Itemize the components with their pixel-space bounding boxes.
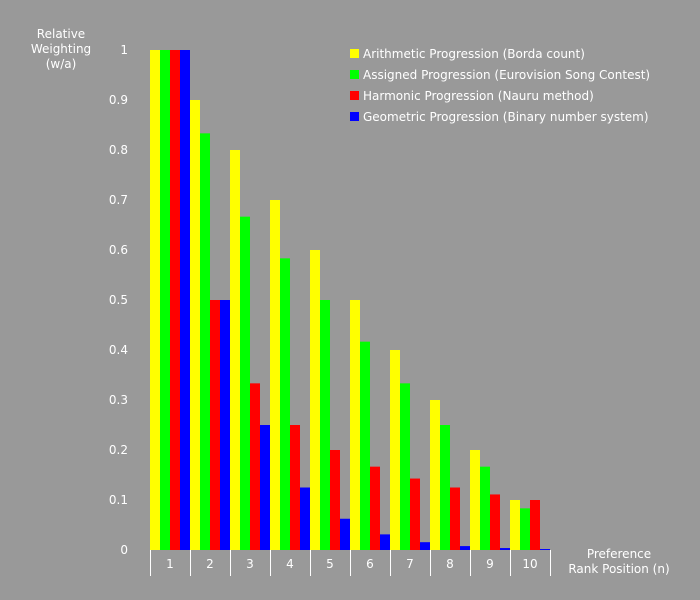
legend: Arithmetic Progression (Borda count) Assi… bbox=[350, 47, 650, 124]
bar-1-8 bbox=[430, 400, 440, 550]
bar-2-9 bbox=[480, 466, 490, 550]
bar-2-3 bbox=[240, 216, 250, 550]
bar-1-3 bbox=[230, 150, 240, 550]
x-tick-label: 2 bbox=[206, 557, 214, 571]
legend-swatch bbox=[350, 112, 359, 121]
y-tick-label: 0.3 bbox=[109, 393, 128, 407]
bar-3-2 bbox=[210, 300, 220, 550]
bar-2-6 bbox=[360, 341, 370, 550]
y-tick-label: 0.5 bbox=[109, 293, 128, 307]
bar-3-6 bbox=[370, 466, 380, 550]
bar-2-4 bbox=[280, 258, 290, 550]
x-axis-title: Preference Rank Position (n) bbox=[568, 547, 669, 576]
legend-label: Harmonic Progression (Nauru method) bbox=[363, 89, 594, 103]
bar-2-10 bbox=[520, 508, 530, 550]
x-tick-label: 5 bbox=[326, 557, 334, 571]
bar-2-1 bbox=[160, 50, 170, 550]
bar-2-5 bbox=[320, 300, 330, 550]
y-tick-label: 0.2 bbox=[109, 443, 128, 457]
y-tick-label: 1 bbox=[120, 43, 128, 57]
bar-1-5 bbox=[310, 250, 320, 550]
bar-1-4 bbox=[270, 200, 280, 550]
bar-2-2 bbox=[200, 133, 210, 550]
bar-3-3 bbox=[250, 383, 260, 550]
bar-4-8 bbox=[460, 546, 470, 550]
bar-4-4 bbox=[300, 487, 310, 550]
bar-3-4 bbox=[290, 425, 300, 550]
bar-1-1 bbox=[150, 50, 160, 550]
bar-3-7 bbox=[410, 478, 420, 550]
x-tick-label: 4 bbox=[286, 557, 294, 571]
bar-4-2 bbox=[220, 300, 230, 550]
x-tick-label: 8 bbox=[446, 557, 454, 571]
bar-4-1 bbox=[180, 50, 190, 550]
bar-3-8 bbox=[450, 487, 460, 550]
y-tick-label: 0.8 bbox=[109, 143, 128, 157]
y-tick-label: 0.1 bbox=[109, 493, 128, 507]
y-axis-title-line: Weighting bbox=[31, 42, 91, 56]
bar-2-7 bbox=[400, 383, 410, 550]
x-tick-label: 1 bbox=[166, 557, 174, 571]
x-axis-title-line: Preference bbox=[587, 547, 651, 561]
legend-swatch bbox=[350, 70, 359, 79]
bar-3-5 bbox=[330, 450, 340, 550]
legend-label: Geometric Progression (Binary number sys… bbox=[363, 110, 649, 124]
bar-4-10 bbox=[540, 549, 550, 550]
y-tick-label: 0 bbox=[120, 543, 128, 557]
bar-1-9 bbox=[470, 450, 480, 550]
bar-4-6 bbox=[380, 534, 390, 550]
bar-3-10 bbox=[530, 500, 540, 550]
bar-1-2 bbox=[190, 100, 200, 550]
y-axis-title-line: Relative bbox=[37, 27, 85, 41]
x-axis-title-line: Rank Position (n) bbox=[568, 562, 669, 576]
bar-3-9 bbox=[490, 494, 500, 550]
bars bbox=[150, 50, 550, 550]
legend-swatch bbox=[350, 91, 359, 100]
bar-1-10 bbox=[510, 500, 520, 550]
legend-swatch bbox=[350, 49, 359, 58]
bar-1-6 bbox=[350, 300, 360, 550]
y-tick-label: 0.9 bbox=[109, 93, 128, 107]
bar-4-7 bbox=[420, 542, 430, 550]
y-axis-title: Relative Weighting (w/a) bbox=[31, 27, 91, 71]
legend-label: Assigned Progression (Eurovision Song Co… bbox=[363, 68, 650, 82]
bar-1-7 bbox=[390, 350, 400, 550]
y-tick-label: 0.4 bbox=[109, 343, 128, 357]
y-axis-title-line: (w/a) bbox=[46, 57, 77, 71]
x-tick-label: 9 bbox=[486, 557, 494, 571]
y-tick-label: 0.7 bbox=[109, 193, 128, 207]
bar-4-5 bbox=[340, 518, 350, 550]
x-tick-label: 10 bbox=[522, 557, 537, 571]
bar-4-3 bbox=[260, 425, 270, 550]
bar-4-9 bbox=[500, 548, 510, 550]
legend-label: Arithmetic Progression (Borda count) bbox=[363, 47, 585, 61]
y-tick-label: 0.6 bbox=[109, 243, 128, 257]
x-tick-label: 6 bbox=[366, 557, 374, 571]
bar-3-1 bbox=[170, 50, 180, 550]
x-tick-label: 3 bbox=[246, 557, 254, 571]
bar-2-8 bbox=[440, 425, 450, 550]
axes: 0 0.1 0.2 0.3 0.4 0.5 0.6 0.7 0.8 0.9 1 1 2 3 4 5 6 7 8 9 10 bbox=[109, 43, 551, 576]
x-tick-label: 7 bbox=[406, 557, 414, 571]
